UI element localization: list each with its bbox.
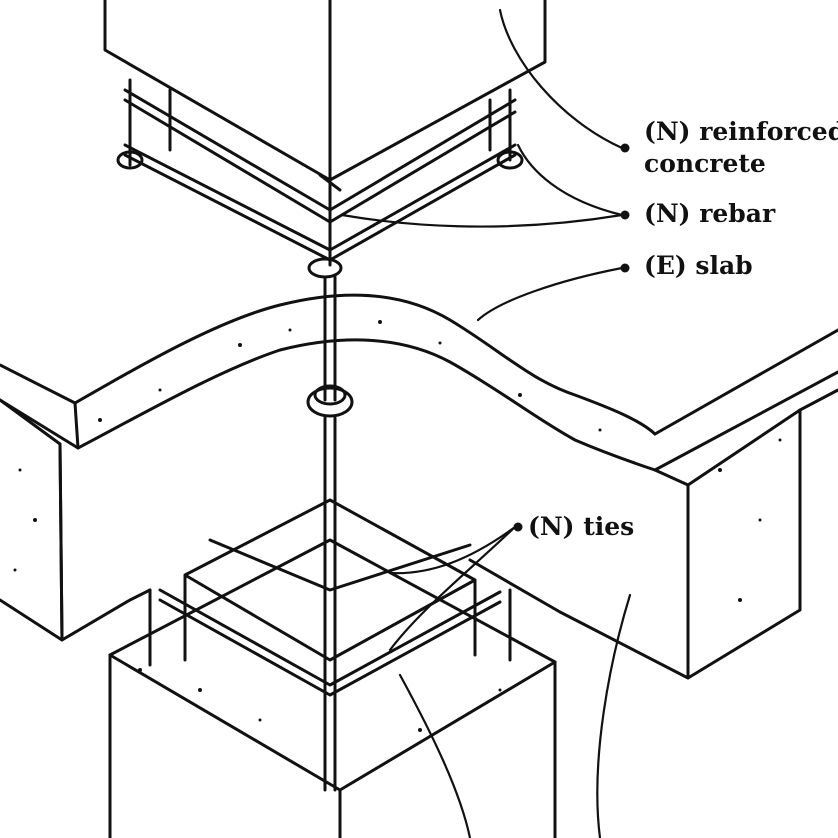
bar-coupler <box>306 386 354 418</box>
upper-column-left-face <box>103 0 332 182</box>
new-concrete-block <box>183 498 477 662</box>
rebar-tie-upper <box>123 88 517 224</box>
concrete-texture <box>13 320 782 732</box>
label-rebar: (N) rebar <box>644 199 776 228</box>
leader-lower-concrete <box>398 673 472 838</box>
rebar-vertical-back <box>168 88 492 152</box>
label-ties: (N) ties <box>528 512 635 541</box>
label-reinforced-concrete-line2: concrete <box>644 149 766 178</box>
slab-broken-edge <box>73 293 657 436</box>
label-slab: (E) slab <box>644 251 753 280</box>
lower-column-left-face <box>108 653 342 838</box>
slab-left-top-face <box>0 363 80 450</box>
slab-right-front-face <box>558 408 802 680</box>
existing-slab <box>0 293 838 680</box>
lower-column <box>108 498 557 838</box>
central-bar <box>306 275 354 792</box>
slab-left-front-face <box>0 398 64 642</box>
lower-ties <box>158 588 502 697</box>
label-reinforced-concrete-line1: (N) reinforced <box>644 117 838 146</box>
leader-ties <box>388 525 517 575</box>
lower-column-top <box>108 538 557 792</box>
coupler-nut <box>116 150 144 170</box>
slab-right-top-face <box>653 328 838 472</box>
upper-column-right-face <box>328 0 547 182</box>
leader-rebar <box>516 143 624 217</box>
leader-lines <box>340 8 632 838</box>
leader-reinforced-concrete <box>498 8 624 150</box>
leader-slab <box>476 266 624 322</box>
upper-rebar-cage <box>116 78 524 279</box>
leader-dots <box>513 143 630 532</box>
